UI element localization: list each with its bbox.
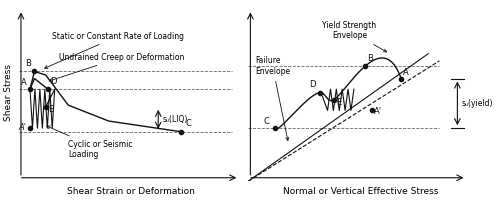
Text: B: B bbox=[26, 59, 32, 68]
Text: B: B bbox=[368, 54, 374, 63]
Text: sᵤ(yield): sᵤ(yield) bbox=[462, 99, 494, 108]
Text: Undrained Creep or Deformation: Undrained Creep or Deformation bbox=[49, 53, 184, 81]
Text: C: C bbox=[185, 119, 191, 128]
Text: C: C bbox=[264, 117, 270, 126]
Text: Static or Constant Rate of Loading: Static or Constant Rate of Loading bbox=[44, 32, 184, 68]
X-axis label: Normal or Vertical Effective Stress: Normal or Vertical Effective Stress bbox=[283, 187, 438, 196]
Text: E: E bbox=[48, 105, 53, 114]
Text: Cyclic or Seismic
Loading: Cyclic or Seismic Loading bbox=[47, 126, 132, 159]
Text: A: A bbox=[21, 78, 26, 87]
Text: sᵤ(LIQ): sᵤ(LIQ) bbox=[162, 115, 188, 124]
Y-axis label: Shear Stress: Shear Stress bbox=[4, 64, 13, 121]
Text: Failure
Envelope: Failure Envelope bbox=[255, 56, 290, 140]
Text: A': A' bbox=[18, 123, 26, 132]
Text: D: D bbox=[50, 77, 56, 86]
Text: A': A' bbox=[374, 107, 382, 116]
Text: E: E bbox=[336, 98, 341, 107]
Text: D: D bbox=[309, 80, 316, 89]
Text: Yield Strength
Envelope: Yield Strength Envelope bbox=[322, 21, 386, 52]
Text: A: A bbox=[404, 68, 409, 77]
X-axis label: Shear Strain or Deformation: Shear Strain or Deformation bbox=[68, 187, 195, 196]
